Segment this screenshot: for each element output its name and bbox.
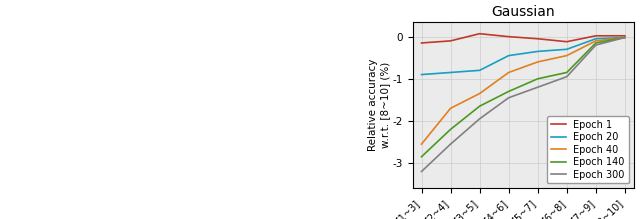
Epoch 20 xyxy=(447,71,454,74)
Epoch 20 xyxy=(563,48,571,51)
Epoch 140 xyxy=(447,128,454,131)
Epoch 140 xyxy=(534,78,541,80)
Legend: Epoch 1, Epoch 20, Epoch 40, Epoch 140, Epoch 300: Epoch 1, Epoch 20, Epoch 40, Epoch 140, … xyxy=(547,116,628,184)
Epoch 140 xyxy=(476,105,483,108)
Epoch 1 xyxy=(621,34,628,37)
Epoch 300 xyxy=(476,118,483,120)
Epoch 40 xyxy=(447,107,454,110)
Epoch 40 xyxy=(563,54,571,57)
Epoch 300 xyxy=(418,170,426,173)
Epoch 40 xyxy=(592,40,600,42)
Title: Gaussian: Gaussian xyxy=(492,5,555,19)
Epoch 20 xyxy=(621,36,628,39)
Epoch 40 xyxy=(505,71,513,74)
Epoch 20 xyxy=(592,37,600,40)
Line: Epoch 300: Epoch 300 xyxy=(422,37,625,171)
Epoch 300 xyxy=(592,44,600,46)
Epoch 300 xyxy=(621,36,628,39)
Epoch 300 xyxy=(505,96,513,99)
Epoch 1 xyxy=(505,35,513,38)
Epoch 1 xyxy=(534,37,541,40)
Line: Epoch 140: Epoch 140 xyxy=(422,37,625,157)
Epoch 1 xyxy=(592,34,600,37)
Epoch 1 xyxy=(418,42,426,44)
Line: Epoch 40: Epoch 40 xyxy=(422,37,625,144)
Epoch 20 xyxy=(476,69,483,72)
Epoch 140 xyxy=(418,155,426,158)
Epoch 40 xyxy=(534,61,541,63)
Epoch 300 xyxy=(447,143,454,145)
Y-axis label: Relative accuracy
w.r.t. [8~10] (%): Relative accuracy w.r.t. [8~10] (%) xyxy=(369,59,390,151)
Epoch 20 xyxy=(418,73,426,76)
Epoch 20 xyxy=(505,54,513,57)
Epoch 140 xyxy=(592,42,600,44)
Epoch 140 xyxy=(621,36,628,39)
Line: Epoch 1: Epoch 1 xyxy=(422,34,625,43)
Epoch 40 xyxy=(621,36,628,39)
Epoch 40 xyxy=(476,92,483,95)
Epoch 300 xyxy=(534,86,541,88)
Epoch 1 xyxy=(476,32,483,35)
Epoch 300 xyxy=(563,75,571,78)
Line: Epoch 20: Epoch 20 xyxy=(422,37,625,75)
Epoch 1 xyxy=(447,40,454,42)
Epoch 140 xyxy=(505,90,513,93)
Epoch 1 xyxy=(563,40,571,43)
Epoch 40 xyxy=(418,143,426,145)
Epoch 140 xyxy=(563,71,571,74)
Epoch 20 xyxy=(534,50,541,53)
